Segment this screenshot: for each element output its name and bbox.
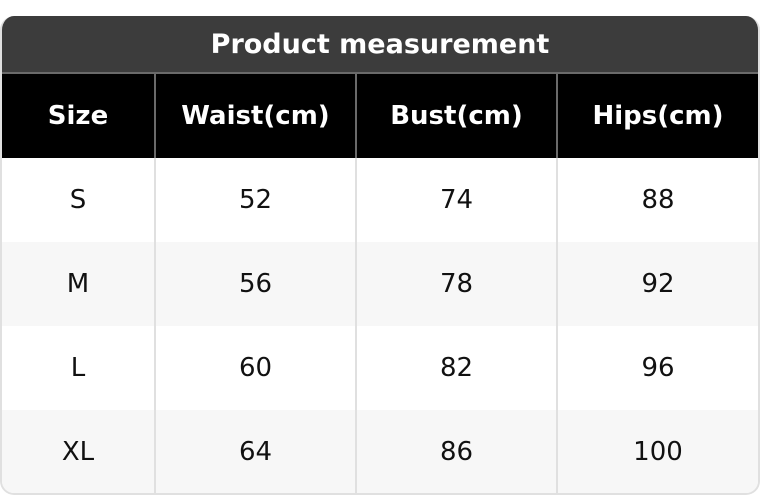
cell-bust: 86 — [355, 410, 557, 493]
table-title: Product measurement — [2, 16, 758, 74]
table-row: L 60 82 96 — [2, 326, 758, 410]
header-waist: Waist(cm) — [154, 74, 356, 158]
measurement-card: Product measurement Size Waist(cm) Bust(… — [0, 16, 760, 495]
cell-size: S — [69, 185, 87, 215]
header-hips: Hips(cm) — [556, 74, 758, 158]
cell-hips: 100 — [556, 410, 758, 493]
cell-waist: 64 — [154, 410, 356, 493]
cell-bust: 74 — [355, 158, 557, 242]
header-row: Size Waist(cm) Bust(cm) Hips(cm) — [2, 74, 758, 158]
cell-size: L — [70, 353, 86, 383]
cell-bust: 82 — [355, 326, 557, 410]
header-size: Size — [2, 74, 155, 158]
cell-hips: 96 — [556, 326, 758, 410]
table-row: XL 64 86 100 — [2, 410, 758, 493]
cell-waist: 60 — [154, 326, 356, 410]
cell-waist: 56 — [154, 242, 356, 326]
cell-size: M — [2, 242, 155, 326]
header-bust: Bust(cm) — [355, 74, 557, 158]
table-row: M 56 78 92 — [2, 242, 758, 326]
cell-hips: 92 — [556, 242, 758, 326]
cell-hips: 88 — [556, 158, 758, 242]
cell-waist: 52 — [154, 158, 356, 242]
cell-bust: 78 — [355, 242, 557, 326]
cell-size: XL — [2, 410, 155, 493]
size-table: Size Waist(cm) Bust(cm) Hips(cm) S 52 74… — [2, 74, 758, 493]
table-row: S 52 74 88 — [2, 158, 758, 242]
